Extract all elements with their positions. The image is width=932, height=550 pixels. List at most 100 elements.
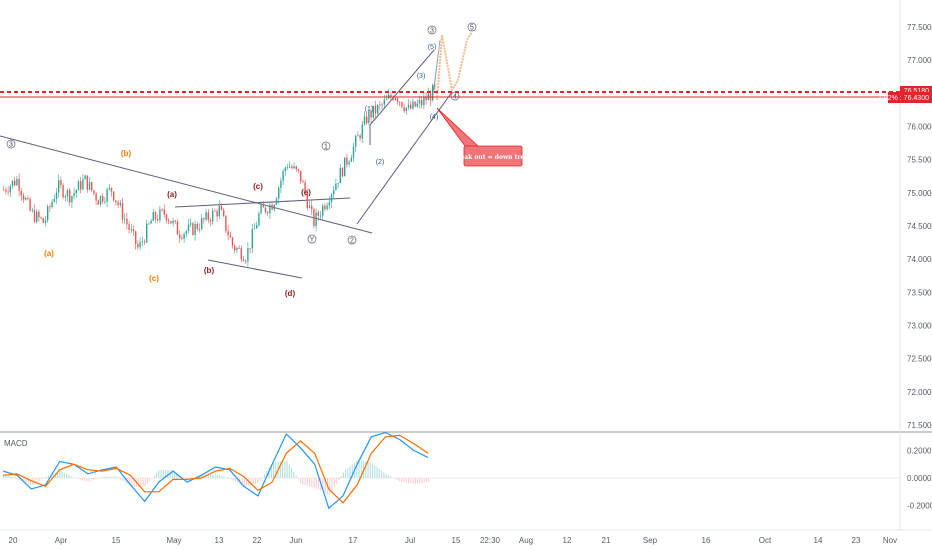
- triangle-lower-line[interactable]: [207, 259, 303, 279]
- candle-body: [328, 202, 330, 206]
- macd-hist-bar: [282, 461, 284, 478]
- candle-body: [93, 190, 95, 194]
- macd-hist-bar: [223, 477, 225, 478]
- candle-body: [141, 241, 143, 243]
- candle-body: [412, 101, 414, 109]
- trendlines: [0, 49, 453, 279]
- candle-body: [80, 181, 82, 190]
- macd-hist-bar: [234, 478, 236, 482]
- candle-body: [73, 193, 75, 196]
- candle-body: [271, 204, 273, 210]
- candle-body: [38, 211, 40, 218]
- label-blue-3: (3): [417, 73, 426, 80]
- macd-hist-bar: [225, 477, 227, 479]
- macd-hist-bar: [369, 462, 371, 478]
- macd-hist-bar: [266, 470, 268, 478]
- macd-hist-bar: [12, 477, 14, 478]
- label-red-b: (b): [204, 266, 215, 275]
- candle-body: [165, 214, 168, 221]
- macd-hist-bar: [230, 478, 232, 480]
- macd-hist-bar: [106, 476, 108, 478]
- macd-hist-bar: [345, 470, 347, 478]
- macd-hist-bar: [7, 475, 9, 478]
- macd-hist-bar: [16, 478, 18, 480]
- label-red-e: (e): [301, 188, 311, 197]
- long-downtrend-line[interactable]: [0, 135, 373, 234]
- candle-body: [339, 168, 341, 184]
- candle-body: [293, 166, 295, 169]
- candle-body: [16, 178, 18, 186]
- macd-hist-bar: [162, 469, 164, 478]
- candle-body: [416, 103, 418, 107]
- candle-body: [209, 219, 212, 222]
- candle-body: [62, 185, 64, 198]
- candle-body: [128, 224, 130, 230]
- candle-body: [77, 181, 80, 191]
- candle-body: [194, 224, 196, 235]
- macd-hist-bar: [99, 477, 101, 479]
- macd-hist-bar: [212, 474, 214, 478]
- macd-hist-bar: [336, 478, 338, 484]
- macd-hist-bar: [405, 478, 407, 483]
- macd-hist-bar: [241, 478, 243, 486]
- candle-body: [36, 211, 38, 222]
- candle-body: [425, 97, 427, 101]
- breakout-callout[interactable]: break out = down trend: [436, 107, 534, 167]
- circle-3-top: [427, 25, 437, 35]
- rising-support-line[interactable]: [356, 91, 453, 225]
- circle-2: [347, 235, 357, 245]
- macd-hist-bar: [378, 468, 380, 478]
- candle-body: [201, 218, 203, 230]
- candle-body: [31, 209, 33, 211]
- candle-body: [196, 224, 198, 229]
- candle-body: [174, 220, 176, 222]
- label-orange-b: (b): [121, 149, 132, 158]
- macd-hist-bar: [201, 475, 203, 478]
- candle-body: [330, 194, 333, 203]
- candle-body: [311, 205, 313, 210]
- candle-body: [168, 220, 170, 222]
- candle-body: [361, 124, 363, 139]
- date-tick: 20: [9, 536, 18, 545]
- macd-hist-bar: [376, 467, 378, 478]
- candle-body: [227, 231, 229, 236]
- candle-body: [64, 196, 66, 198]
- candle-body: [231, 237, 234, 246]
- macd-hist-bar: [52, 473, 54, 478]
- candle-body: [313, 209, 315, 227]
- channel-upper-line[interactable]: [369, 49, 435, 126]
- candle-body: [86, 175, 88, 190]
- candle-body: [190, 223, 192, 225]
- candle-body: [381, 104, 383, 106]
- macd-hist-bar: [219, 475, 221, 478]
- candle-body: [247, 248, 249, 262]
- date-tick: 22:30: [480, 536, 501, 545]
- projected-wave: [436, 31, 473, 101]
- macd-hist-bar: [104, 476, 106, 478]
- date-tick: 14: [814, 536, 823, 545]
- macd-hist-bar: [250, 478, 252, 485]
- candle-body: [187, 224, 190, 231]
- candle-body: [368, 111, 370, 124]
- candle-body: [25, 198, 27, 200]
- candle-body: [84, 175, 86, 180]
- candle-body: [130, 229, 132, 230]
- date-tick: Apr: [55, 536, 68, 545]
- macd-hist-bar: [417, 478, 419, 484]
- time-axis[interactable]: 20 Apr 15 May 13 22 Jun 17 Jul 15 22:30 Aug 12 21 Sep 1…: [9, 536, 898, 545]
- macd-hist-bar: [356, 460, 358, 478]
- macd-hist-bar: [160, 469, 162, 478]
- date-tick: 15: [112, 536, 121, 545]
- candle-body: [154, 211, 157, 220]
- candle-body: [434, 85, 436, 86]
- candle-body: [88, 182, 91, 190]
- candle-body: [117, 202, 119, 206]
- signal-line: [2, 434, 429, 504]
- price-tick: 76.0000: [907, 123, 932, 132]
- candle-body: [229, 235, 231, 238]
- triangle-upper-line[interactable]: [174, 197, 351, 208]
- candle-body: [418, 100, 421, 104]
- macd-hist-bar: [423, 478, 425, 483]
